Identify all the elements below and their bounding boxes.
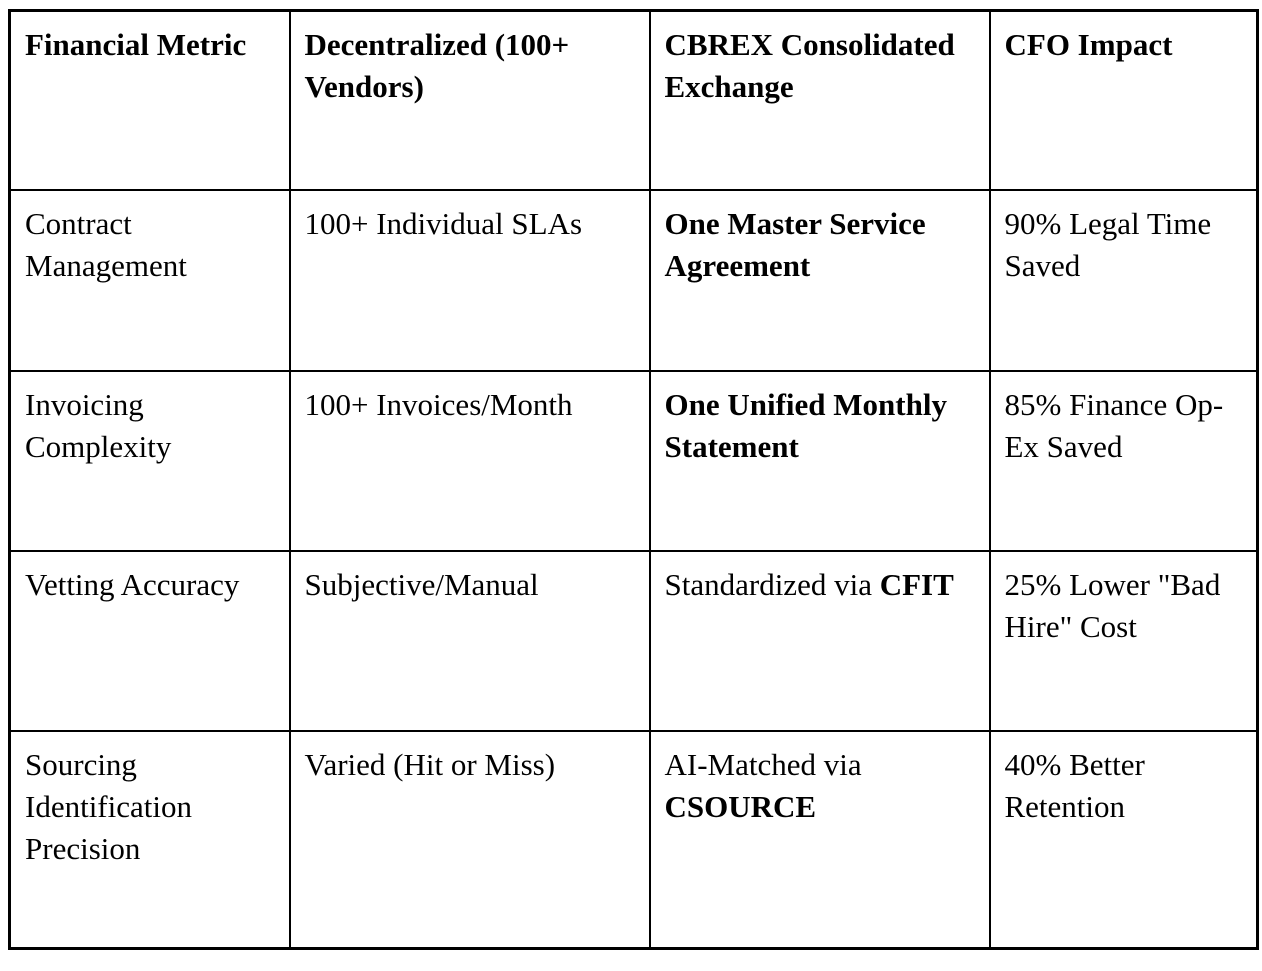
decentralized-cell: Varied (Hit or Miss) [288, 729, 651, 950]
cbrex-cell: One Unified Monthly Statement [648, 369, 991, 552]
cbrex-cell: AI-Matched via CSOURCE [648, 729, 991, 950]
cbrex-text-bold: One Unified Monthly Statement [664, 386, 947, 464]
cbrex-text-bold: CFIT [879, 566, 954, 602]
table-row-sourcing-precision: Sourcing Identification Precision Varied… [8, 729, 1259, 950]
metric-cell: Vetting Accuracy [8, 549, 291, 732]
header-cfo-impact: CFO Impact [988, 9, 1259, 191]
cbrex-cell: One Master Service Agreement [648, 188, 991, 372]
table-header-row: Financial Metric Decentralized (100+ Ven… [8, 9, 1259, 191]
impact-cell: 90% Legal Time Saved [988, 188, 1259, 372]
decentralized-cell: 100+ Invoices/Month [288, 369, 651, 552]
impact-cell: 85% Finance Op-Ex Saved [988, 369, 1259, 552]
decentralized-cell: Subjective/Manual [288, 549, 651, 732]
comparison-table: Financial Metric Decentralized (100+ Ven… [8, 9, 1259, 950]
metric-cell: Contract Management [8, 188, 291, 372]
metric-cell: Invoicing Complexity [8, 369, 291, 552]
impact-cell: 25% Lower "Bad Hire" Cost [988, 549, 1259, 732]
header-decentralized: Decentralized (100+ Vendors) [288, 9, 651, 191]
table-row-vetting-accuracy: Vetting Accuracy Subjective/Manual Stand… [8, 549, 1259, 732]
cbrex-text-regular: Standardized via [664, 566, 880, 602]
decentralized-cell: 100+ Individual SLAs [288, 188, 651, 372]
cbrex-cell: Standardized via CFIT [648, 549, 991, 732]
table-row-invoicing-complexity: Invoicing Complexity 100+ Invoices/Month… [8, 369, 1259, 552]
header-financial-metric: Financial Metric [8, 9, 291, 191]
header-cbrex-exchange: CBREX Consolidated Exchange [648, 9, 991, 191]
metric-cell: Sourcing Identification Precision [8, 729, 291, 950]
cbrex-text-regular: AI-Matched via [664, 746, 862, 782]
cbrex-text-bold: One Master Service Agreement [664, 205, 926, 283]
cbrex-text-bold: CSOURCE [664, 788, 817, 824]
table-row-contract-management: Contract Management 100+ Individual SLAs… [8, 188, 1259, 372]
impact-cell: 40% Better Retention [988, 729, 1259, 950]
